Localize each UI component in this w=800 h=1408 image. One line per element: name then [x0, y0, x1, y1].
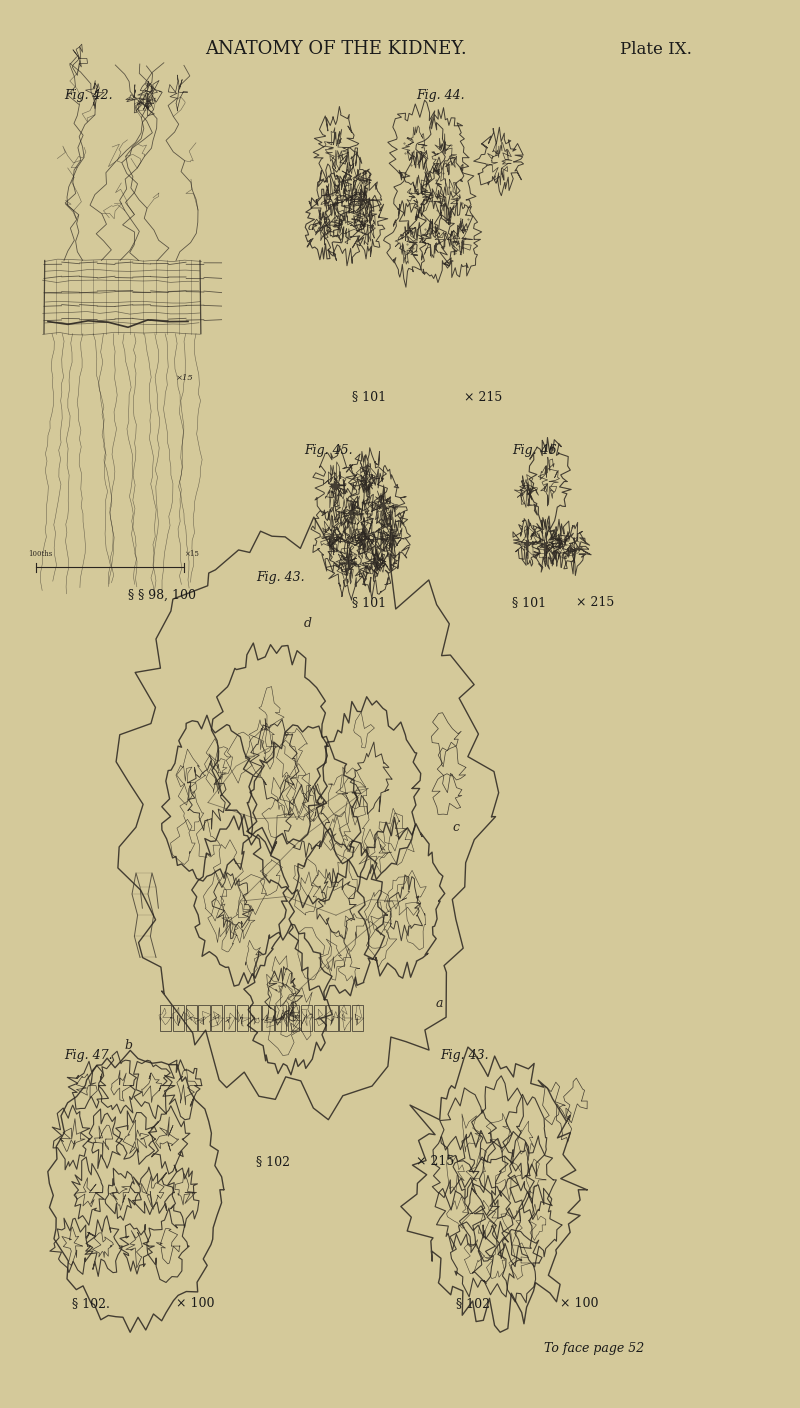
- Text: c: c: [452, 821, 459, 834]
- Text: Fig. 47.: Fig. 47.: [64, 1049, 113, 1063]
- Text: Fig. 43.: Fig. 43.: [256, 570, 305, 584]
- Text: Fig. 43.: Fig. 43.: [440, 1049, 489, 1063]
- Text: × 215: × 215: [576, 596, 614, 610]
- Text: § 101: § 101: [352, 390, 386, 404]
- Text: × 215: × 215: [464, 390, 502, 404]
- Text: a: a: [436, 997, 443, 1010]
- Text: 100ths: 100ths: [28, 551, 52, 558]
- Text: × 100: × 100: [176, 1297, 214, 1311]
- Text: × 215: × 215: [416, 1155, 454, 1169]
- Text: a: a: [308, 221, 314, 231]
- Text: b: b: [124, 1039, 132, 1052]
- Text: Fig. 46.: Fig. 46.: [512, 444, 561, 458]
- Text: ANATOMY OF THE KIDNEY.: ANATOMY OF THE KIDNEY.: [205, 41, 467, 58]
- Text: × 100: × 100: [560, 1297, 598, 1311]
- Text: § 101: § 101: [352, 596, 386, 610]
- Text: Fig. 44.: Fig. 44.: [416, 89, 465, 103]
- Text: Plate IX.: Plate IX.: [620, 41, 692, 58]
- Text: § § 98, 100: § § 98, 100: [128, 589, 196, 603]
- Text: d: d: [304, 617, 312, 629]
- Text: § 102: § 102: [256, 1155, 290, 1169]
- Text: § 102.: § 102.: [72, 1297, 110, 1311]
- Text: ×15: ×15: [176, 375, 194, 382]
- Text: To face page 52: To face page 52: [544, 1342, 644, 1356]
- Text: § 102: § 102: [456, 1297, 490, 1311]
- Text: Fig. 42.: Fig. 42.: [64, 89, 113, 103]
- Text: § 101: § 101: [512, 596, 546, 610]
- Text: Fig. 45.: Fig. 45.: [304, 444, 353, 458]
- Text: ×15: ×15: [184, 551, 199, 558]
